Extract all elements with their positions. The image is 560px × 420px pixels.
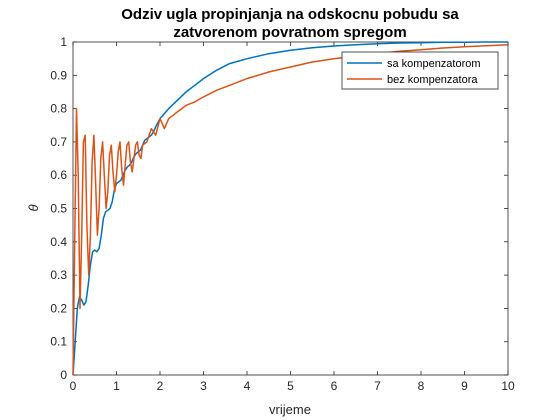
legend-box: [341, 51, 499, 90]
legend-label-sa-kompenzatorom: sa kompenzatorom: [387, 58, 481, 70]
chart-title-line-2: zatvorenom povratnom spregom: [173, 24, 406, 41]
y-tick-label: 0.2: [50, 301, 67, 315]
y-tick-label: 0.6: [50, 168, 67, 182]
y-tick-label: 0.8: [50, 102, 67, 116]
legend: sa kompenzatorom bez kompenzatora: [341, 51, 499, 90]
series-line-sa-kompenzatorom: [72, 41, 508, 376]
y-tick-label: 1: [60, 35, 67, 49]
x-tick-label: 4: [244, 379, 251, 393]
plot-area: [72, 41, 509, 376]
y-tick-label: 0.4: [50, 235, 67, 249]
y-tick-label: 0.1: [50, 335, 67, 349]
x-tick-label: 5: [287, 379, 294, 393]
x-tick-label: 8: [418, 379, 425, 393]
x-tick-label: 2: [157, 379, 164, 393]
x-tick-label: 3: [200, 379, 207, 393]
series-line-bez-kompenzatora: [72, 43, 509, 376]
x-tick-label: 1: [113, 379, 120, 393]
y-tick-label: 0: [60, 368, 67, 382]
series-lines: [72, 41, 509, 376]
chart-title-line-1: Odziv ugla propinjanja na odskocnu pobud…: [121, 6, 459, 23]
y-tick-label: 0.3: [50, 268, 67, 282]
y-tick-label: 0.7: [50, 135, 67, 149]
y-axis-label: θ: [26, 204, 41, 211]
x-tick-label: 0: [70, 379, 77, 393]
x-tick-label: 9: [461, 379, 468, 393]
x-tick-label: 7: [374, 379, 381, 393]
x-axis-label: vrijeme: [269, 402, 311, 417]
x-tick-label: 6: [331, 379, 338, 393]
legend-label-bez-kompenzatora: bez kompenzatora: [387, 74, 478, 86]
y-tick-label: 0.5: [50, 202, 67, 216]
x-tick-label: 10: [501, 379, 515, 393]
y-tick-label: 0.9: [50, 68, 67, 82]
